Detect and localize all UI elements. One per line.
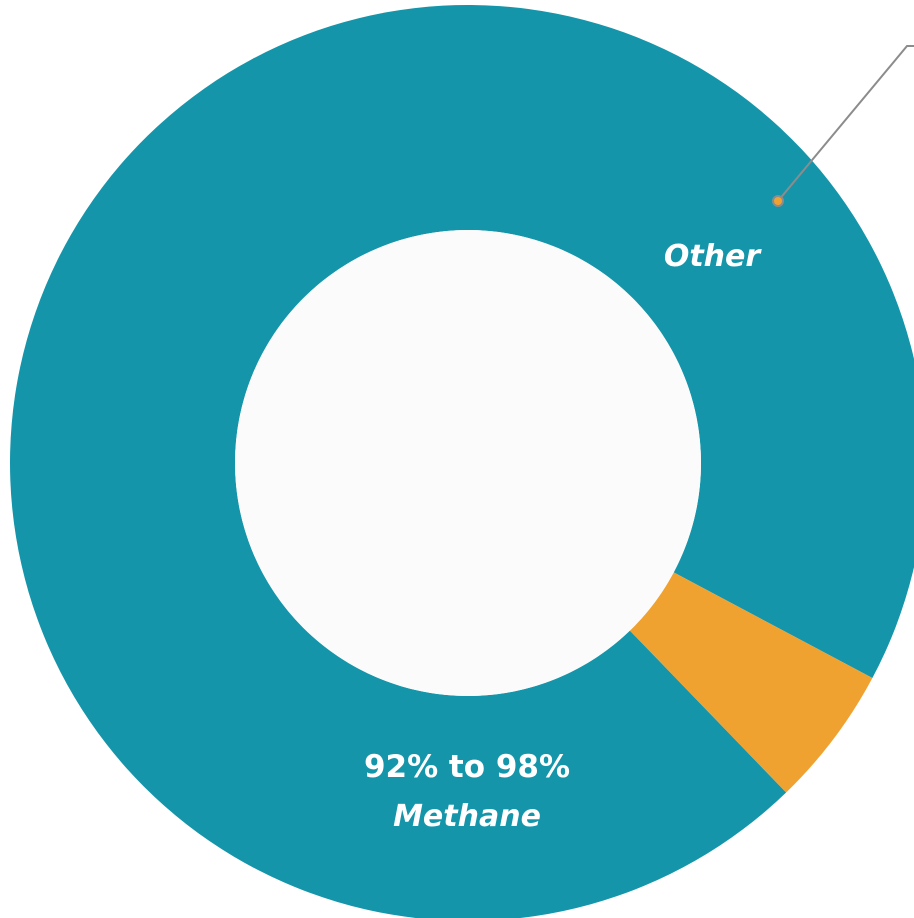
donut-hole xyxy=(235,230,701,696)
slice-value-methane: 92% to 98% xyxy=(364,749,570,785)
callout-dot xyxy=(772,195,784,207)
slice-label-other: Other xyxy=(664,239,763,274)
slice-label-methane: Methane xyxy=(393,799,541,834)
callout-leader-line xyxy=(777,45,914,202)
slice-other xyxy=(629,572,873,793)
slice-methane xyxy=(10,5,914,918)
